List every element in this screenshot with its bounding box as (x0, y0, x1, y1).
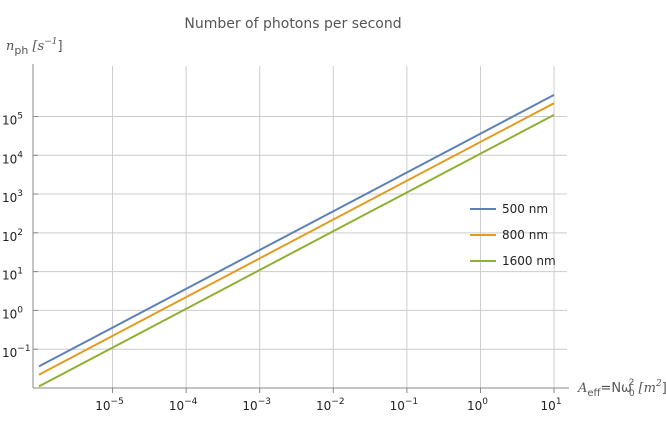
legend-entry-label: 800 nm (502, 228, 548, 242)
x-tick-label: 10−4 (169, 397, 198, 413)
y-tick-label: 105 (2, 111, 23, 127)
series-line-800-nm (38, 102, 555, 376)
x-tick-label: 101 (541, 397, 562, 413)
axes (32, 64, 569, 389)
series-lines (38, 94, 555, 388)
y-tick-label: 10−1 (2, 344, 31, 360)
x-axis-label: Aeff=Nω02 [m2] (577, 378, 666, 399)
y-tick-label: 104 (2, 150, 23, 166)
x-tick-label: 10−2 (316, 397, 345, 413)
x-tick-label: 10−3 (242, 397, 271, 413)
ticks: 10−5 10−4 10−3 10−2 10−1 100 101 10−1 100 101 102 1… (2, 111, 562, 413)
legend-entry-label: 1600 nm (502, 254, 556, 268)
legend-entry-label: 500 nm (502, 202, 548, 216)
y-tick-label: 102 (2, 228, 23, 244)
series-line-1600-nm (38, 113, 555, 388)
x-tick-label: 10−1 (390, 397, 419, 413)
grid (33, 66, 567, 388)
y-tick-label: 103 (2, 189, 23, 205)
chart-title: Number of photons per second (184, 16, 401, 32)
series-line-500-nm (38, 94, 555, 368)
legend: 500 nm 800 nm 1600 nm (470, 202, 556, 268)
x-tick-label: 100 (467, 397, 488, 413)
y-tick-label: 100 (2, 305, 23, 321)
x-tick-label: 10−5 (95, 397, 124, 413)
y-axis-label: nph [s−1] (6, 37, 63, 57)
y-tick-label: 101 (2, 267, 23, 283)
